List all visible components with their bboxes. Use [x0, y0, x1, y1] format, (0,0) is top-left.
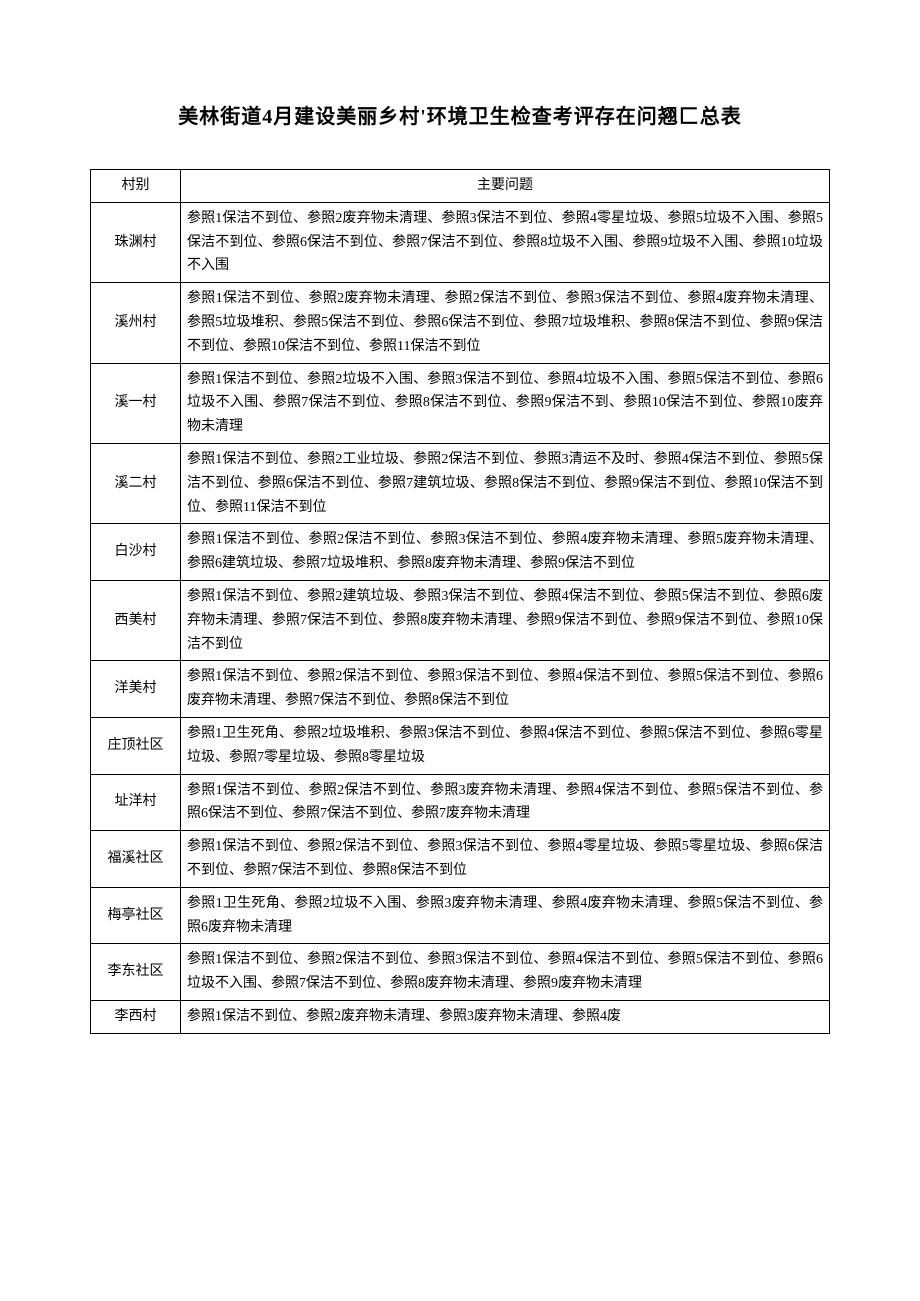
issues-cell: 参照1保洁不到位、参照2保洁不到位、参照3保洁不到位、参照4保洁不到位、参照5保…	[181, 661, 830, 718]
table-row: 洋美村参照1保洁不到位、参照2保洁不到位、参照3保洁不到位、参照4保洁不到位、参…	[91, 661, 830, 718]
table-row: 溪一村参照1保洁不到位、参照2垃圾不入围、参照3保洁不到位、参照4垃圾不入围、参…	[91, 363, 830, 443]
table-header-row: 村别 主要问题	[91, 170, 830, 203]
issues-cell: 参照1卫生死角、参照2垃圾不入围、参照3废弃物未清理、参照4废弃物未清理、参照5…	[181, 887, 830, 944]
issues-cell: 参照1保洁不到位、参照2废弃物未清理、参照3废弃物未清理、参照4废	[181, 1000, 830, 1033]
issues-cell: 参照1保洁不到位、参照2建筑垃圾、参照3保洁不到位、参照4保洁不到位、参照5保洁…	[181, 580, 830, 660]
header-village: 村别	[91, 170, 181, 203]
issues-cell: 参照1保洁不到位、参照2保洁不到位、参照3保洁不到位、参照4废弃物未清理、参照5…	[181, 524, 830, 581]
issues-cell: 参照1保洁不到位、参照2废弃物未清理、参照2保洁不到位、参照3保洁不到位、参照4…	[181, 283, 830, 363]
issues-cell: 参照1保洁不到位、参照2垃圾不入围、参照3保洁不到位、参照4垃圾不入围、参照5保…	[181, 363, 830, 443]
issues-cell: 参照1保洁不到位、参照2工业垃圾、参照2保洁不到位、参照3清运不及时、参照4保洁…	[181, 443, 830, 523]
village-cell: 梅亭社区	[91, 887, 181, 944]
village-cell: 洋美村	[91, 661, 181, 718]
village-cell: 珠渊村	[91, 202, 181, 282]
village-cell: 西美村	[91, 580, 181, 660]
issues-cell: 参照1保洁不到位、参照2保洁不到位、参照3废弃物未清理、参照4保洁不到位、参照5…	[181, 774, 830, 831]
page-title: 美林街道4月建设美丽乡村'环境卫生检查考评存在问翘匚总表	[90, 100, 830, 129]
table-row: 溪州村参照1保洁不到位、参照2废弃物未清理、参照2保洁不到位、参照3保洁不到位、…	[91, 283, 830, 363]
table-row: 西美村参照1保洁不到位、参照2建筑垃圾、参照3保洁不到位、参照4保洁不到位、参照…	[91, 580, 830, 660]
table-row: 李西村参照1保洁不到位、参照2废弃物未清理、参照3废弃物未清理、参照4废	[91, 1000, 830, 1033]
issues-cell: 参照1卫生死角、参照2垃圾堆积、参照3保洁不到位、参照4保洁不到位、参照5保洁不…	[181, 717, 830, 774]
issues-cell: 参照1保洁不到位、参照2废弃物未清理、参照3保洁不到位、参照4零星垃圾、参照5垃…	[181, 202, 830, 282]
issues-table: 村别 主要问题 珠渊村参照1保洁不到位、参照2废弃物未清理、参照3保洁不到位、参…	[90, 169, 830, 1034]
table-row: 李东社区参照1保洁不到位、参照2保洁不到位、参照3保洁不到位、参照4保洁不到位、…	[91, 944, 830, 1001]
issues-cell: 参照1保洁不到位、参照2保洁不到位、参照3保洁不到位、参照4零星垃圾、参照5零星…	[181, 831, 830, 888]
table-row: 址洋村参照1保洁不到位、参照2保洁不到位、参照3废弃物未清理、参照4保洁不到位、…	[91, 774, 830, 831]
village-cell: 庄顶社区	[91, 717, 181, 774]
village-cell: 溪二村	[91, 443, 181, 523]
table-row: 白沙村参照1保洁不到位、参照2保洁不到位、参照3保洁不到位、参照4废弃物未清理、…	[91, 524, 830, 581]
table-row: 福溪社区参照1保洁不到位、参照2保洁不到位、参照3保洁不到位、参照4零星垃圾、参…	[91, 831, 830, 888]
village-cell: 李西村	[91, 1000, 181, 1033]
table-row: 珠渊村参照1保洁不到位、参照2废弃物未清理、参照3保洁不到位、参照4零星垃圾、参…	[91, 202, 830, 282]
issues-cell: 参照1保洁不到位、参照2保洁不到位、参照3保洁不到位、参照4保洁不到位、参照5保…	[181, 944, 830, 1001]
table-body: 珠渊村参照1保洁不到位、参照2废弃物未清理、参照3保洁不到位、参照4零星垃圾、参…	[91, 202, 830, 1033]
table-row: 溪二村参照1保洁不到位、参照2工业垃圾、参照2保洁不到位、参照3清运不及时、参照…	[91, 443, 830, 523]
village-cell: 福溪社区	[91, 831, 181, 888]
header-issues: 主要问题	[181, 170, 830, 203]
table-row: 庄顶社区参照1卫生死角、参照2垃圾堆积、参照3保洁不到位、参照4保洁不到位、参照…	[91, 717, 830, 774]
village-cell: 李东社区	[91, 944, 181, 1001]
village-cell: 白沙村	[91, 524, 181, 581]
table-row: 梅亭社区参照1卫生死角、参照2垃圾不入围、参照3废弃物未清理、参照4废弃物未清理…	[91, 887, 830, 944]
village-cell: 溪州村	[91, 283, 181, 363]
village-cell: 址洋村	[91, 774, 181, 831]
village-cell: 溪一村	[91, 363, 181, 443]
